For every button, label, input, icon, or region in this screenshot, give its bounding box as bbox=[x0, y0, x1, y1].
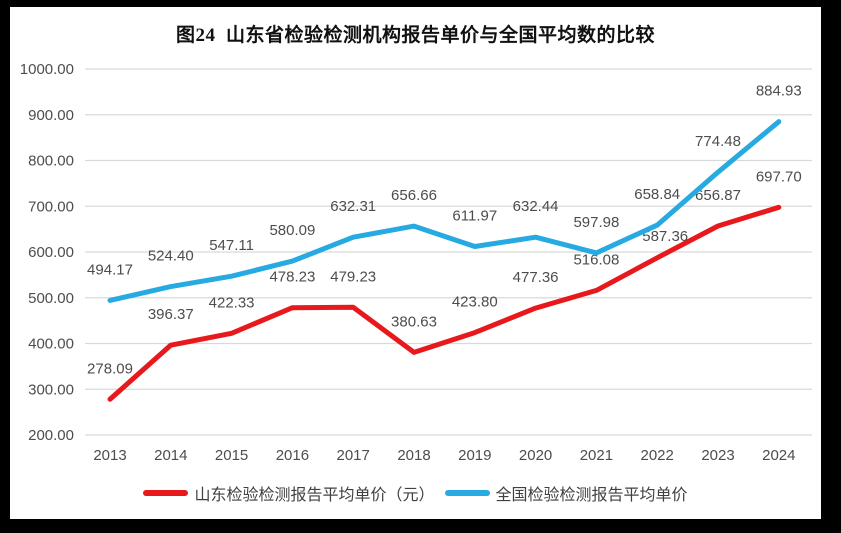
legend-swatch-national bbox=[444, 490, 490, 496]
legend-swatch-shandong bbox=[143, 490, 189, 496]
data-label-national: 656.66 bbox=[391, 187, 437, 204]
x-tick-label: 2024 bbox=[762, 447, 795, 464]
x-tick-label: 2014 bbox=[154, 447, 187, 464]
legend-item-shandong: 山东检验检测报告平均单价（元） bbox=[143, 481, 435, 505]
x-tick-label: 2018 bbox=[397, 447, 430, 464]
x-tick-label: 2022 bbox=[641, 447, 674, 464]
data-label-national: 658.84 bbox=[634, 186, 680, 203]
y-tick-label: 1000.00 bbox=[20, 61, 74, 78]
series-line-national bbox=[107, 119, 782, 303]
data-label-national: 774.48 bbox=[695, 133, 741, 150]
y-tick-label: 500.00 bbox=[28, 290, 74, 307]
chart-panel bbox=[10, 7, 821, 519]
legend-item-national: 全国检验检测报告平均单价 bbox=[444, 481, 688, 505]
x-tick-label: 2016 bbox=[276, 447, 309, 464]
legend-label-national: 全国检验检测报告平均单价 bbox=[495, 487, 688, 504]
data-label-national: 611.97 bbox=[452, 208, 497, 225]
x-tick-label: 2019 bbox=[458, 447, 491, 464]
data-label-national: 547.11 bbox=[209, 237, 254, 254]
data-label-shandong: 656.87 bbox=[695, 187, 741, 204]
x-tick-label: 2020 bbox=[519, 447, 552, 464]
x-tick-label: 2017 bbox=[337, 447, 370, 464]
data-label-national: 597.98 bbox=[573, 214, 619, 231]
data-label-shandong: 278.09 bbox=[87, 360, 133, 377]
data-label-national: 494.17 bbox=[87, 261, 133, 278]
x-tick-label: 2015 bbox=[215, 447, 248, 464]
y-tick-label: 600.00 bbox=[28, 244, 74, 261]
data-label-shandong: 479.23 bbox=[330, 268, 376, 285]
data-label-national: 524.40 bbox=[148, 248, 194, 265]
series-line-shandong bbox=[107, 204, 782, 402]
data-label-shandong: 697.70 bbox=[756, 168, 802, 185]
data-label-national: 884.93 bbox=[756, 83, 802, 100]
x-tick-label: 2023 bbox=[701, 447, 734, 464]
legend-label-shandong: 山东检验检测报告平均单价（元） bbox=[194, 487, 435, 504]
data-label-shandong: 423.80 bbox=[452, 294, 498, 311]
y-tick-label: 300.00 bbox=[28, 381, 74, 398]
data-label-shandong: 516.08 bbox=[573, 251, 619, 268]
y-tick-label: 900.00 bbox=[28, 107, 74, 124]
x-tick-label: 2021 bbox=[580, 447, 613, 464]
data-label-shandong: 396.37 bbox=[148, 306, 194, 323]
data-label-shandong: 380.63 bbox=[391, 313, 437, 330]
data-label-national: 580.09 bbox=[269, 222, 315, 239]
data-label-national: 632.44 bbox=[513, 198, 559, 215]
data-label-shandong: 477.36 bbox=[513, 269, 559, 286]
data-label-shandong: 587.36 bbox=[642, 228, 688, 245]
y-tick-label: 400.00 bbox=[28, 336, 74, 353]
y-tick-label: 700.00 bbox=[28, 198, 74, 215]
data-label-national: 632.31 bbox=[330, 198, 376, 215]
data-label-shandong: 478.23 bbox=[269, 269, 315, 286]
data-label-shandong: 422.33 bbox=[209, 294, 255, 311]
x-tick-label: 2013 bbox=[93, 447, 126, 464]
y-tick-label: 200.00 bbox=[28, 427, 74, 444]
chart-legend: 山东检验检测报告平均单价（元） 全国检验检测报告平均单价 bbox=[10, 481, 821, 505]
y-tick-label: 800.00 bbox=[28, 153, 74, 170]
chart-title: 图24 山东省检验检测机构报告单价与全国平均数的比较 bbox=[175, 25, 655, 46]
